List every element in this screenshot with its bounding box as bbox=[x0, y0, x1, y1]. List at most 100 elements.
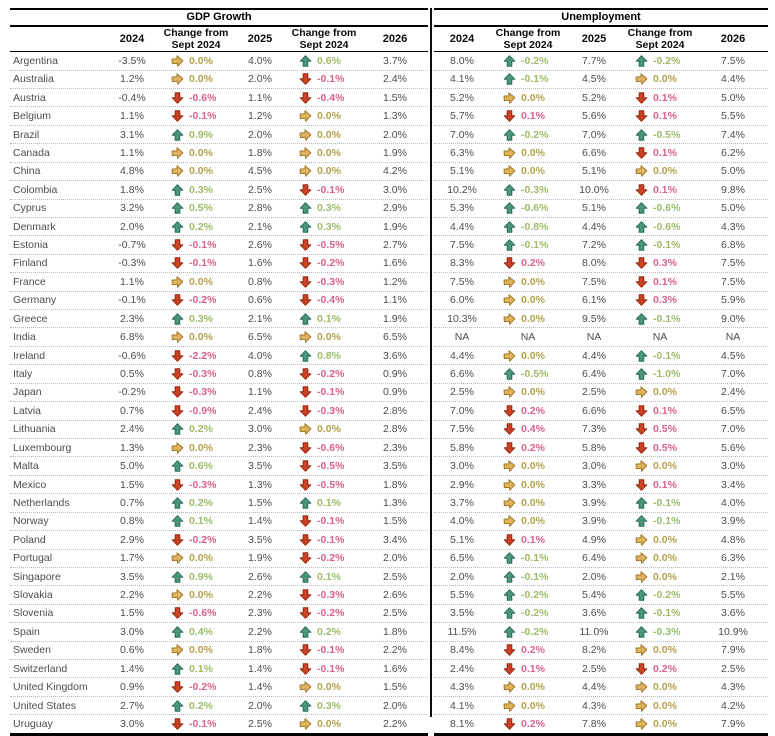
table-row: 4.3% 0.0% 4.4% 0.0% 4.3% bbox=[434, 677, 768, 695]
change-cell: -0.2% bbox=[286, 552, 362, 564]
right-arrow-icon bbox=[503, 515, 516, 528]
change-cell: 0.0% bbox=[490, 276, 566, 288]
change-cell: 0.0% bbox=[490, 515, 566, 527]
value-cell: 3.4% bbox=[721, 478, 745, 491]
up-arrow-icon bbox=[635, 239, 648, 251]
change-cell: 0.3% bbox=[158, 184, 234, 196]
value-cell: 5.0% bbox=[721, 91, 745, 104]
change-cell: 0.0% bbox=[158, 644, 234, 656]
down-arrow-icon bbox=[503, 110, 516, 122]
table-row: 6.6% -0.5% 6.4% -1.0% 7.0% bbox=[434, 364, 768, 382]
down-arrow-icon bbox=[171, 478, 184, 491]
right-arrow-icon bbox=[299, 147, 312, 159]
change-cell: -0.2% bbox=[490, 129, 566, 141]
change-cell: -0.9% bbox=[158, 405, 234, 417]
right-arrow-icon bbox=[635, 552, 648, 565]
up-arrow-icon bbox=[299, 699, 312, 712]
value-cell: 1.2% bbox=[248, 110, 272, 123]
value-cell: 4.5% bbox=[721, 349, 745, 362]
change-value: 0.6% bbox=[317, 54, 341, 67]
value-cell: 2.0% bbox=[450, 570, 474, 583]
value-cell: 1.8% bbox=[383, 478, 407, 491]
change-value: 0.0% bbox=[653, 681, 677, 694]
change-value: -0.5% bbox=[653, 128, 681, 141]
value-cell: 2.8% bbox=[383, 404, 407, 417]
table-row: 5.5% -0.2% 5.4% -0.2% 5.5% bbox=[434, 585, 768, 603]
country-label: Sweden bbox=[13, 644, 51, 657]
value-cell: 9.8% bbox=[721, 183, 745, 196]
column-header-change-1: Change from Sept 2024 bbox=[495, 27, 561, 52]
value-cell: 5.5% bbox=[721, 110, 745, 123]
country-label: Austria bbox=[13, 91, 46, 104]
change-value: 0.0% bbox=[521, 386, 545, 399]
down-arrow-icon bbox=[171, 91, 184, 104]
change-cell: 0.3% bbox=[286, 700, 362, 712]
change-cell: -0.3% bbox=[622, 626, 698, 638]
value-cell: 1.5% bbox=[383, 681, 407, 694]
value-cell: 2.2% bbox=[383, 644, 407, 657]
value-cell: 11.5% bbox=[447, 625, 477, 638]
change-value: 0.0% bbox=[317, 165, 341, 178]
change-value: -0.2% bbox=[521, 607, 549, 620]
up-arrow-icon bbox=[503, 183, 516, 196]
change-value: -0.1% bbox=[317, 183, 345, 196]
change-cell: 0.1% bbox=[286, 497, 362, 509]
right-arrow-icon bbox=[635, 460, 648, 472]
value-cell: 2.3% bbox=[248, 441, 272, 454]
up-arrow-icon bbox=[171, 570, 184, 583]
table-row: Uruguay 3.0% -0.1% 2.5% 0.0% 2.2% bbox=[10, 714, 428, 732]
value-cell: 2.5% bbox=[450, 386, 474, 399]
change-value: -0.2% bbox=[317, 257, 345, 270]
value-cell: 7.5% bbox=[450, 423, 474, 436]
table-row: Austria -0.4% -0.6% 1.1% -0.4% 1.5% bbox=[10, 87, 428, 106]
value-cell: 3.7% bbox=[450, 496, 474, 509]
value-cell: 8.1% bbox=[450, 718, 474, 731]
down-arrow-icon bbox=[635, 294, 648, 307]
value-cell: 4.1% bbox=[450, 699, 474, 712]
change-cell: 0.0% bbox=[622, 534, 698, 546]
value-cell: 3.5% bbox=[248, 533, 272, 546]
value-cell: 5.5% bbox=[721, 589, 745, 602]
value-cell: 7.0% bbox=[721, 423, 745, 436]
change-value: 0.1% bbox=[653, 91, 677, 104]
value-cell: 3.0% bbox=[721, 460, 745, 473]
table-row: France 1.1% 0.0% 0.8% -0.3% 1.2% bbox=[10, 272, 428, 290]
change-value: -0.2% bbox=[521, 625, 549, 638]
table-row: Portugal 1.7% 0.0% 1.9% -0.2% 2.0% bbox=[10, 548, 428, 567]
table-row: Greece 2.3% 0.3% 2.1% 0.1% 1.9% bbox=[10, 309, 428, 327]
value-cell: 1.9% bbox=[383, 146, 407, 159]
down-arrow-icon bbox=[299, 441, 312, 454]
change-value: 0.0% bbox=[653, 386, 677, 399]
down-arrow-icon bbox=[635, 147, 648, 159]
value-cell: 2.0% bbox=[248, 128, 272, 141]
change-cell: 0.0% bbox=[490, 165, 566, 177]
value-cell: 3.9% bbox=[721, 515, 745, 528]
value-cell: 1.2% bbox=[383, 275, 407, 288]
value-cell: 7.5% bbox=[721, 54, 745, 67]
value-cell: 1.5% bbox=[383, 91, 407, 104]
change-cell: -0.1% bbox=[158, 257, 234, 269]
value-cell: 1.8% bbox=[120, 183, 144, 196]
change-value: -0.1% bbox=[653, 515, 681, 528]
change-cell: 0.0% bbox=[158, 165, 234, 177]
change-cell: -0.1% bbox=[490, 73, 566, 85]
table-row: 7.0% 0.2% 6.6% 0.1% 6.5% bbox=[434, 401, 768, 419]
change-value: 0.1% bbox=[653, 183, 677, 196]
table-row: 5.7% 0.1% 5.6% 0.1% 5.5% bbox=[434, 106, 768, 124]
value-cell: 1.4% bbox=[120, 662, 144, 675]
value-cell: 7.9% bbox=[721, 644, 745, 657]
value-cell: 10.0% bbox=[579, 183, 609, 196]
value-cell: 1.5% bbox=[120, 478, 144, 491]
down-arrow-icon bbox=[503, 257, 516, 270]
change-value: -0.2% bbox=[521, 54, 549, 67]
change-cell: 0.0% bbox=[622, 681, 698, 693]
change-value: 0.2% bbox=[521, 718, 545, 731]
change-cell: -0.5% bbox=[622, 129, 698, 141]
value-cell: 5.1% bbox=[450, 533, 474, 546]
change-value: 0.2% bbox=[317, 625, 341, 638]
value-cell: 7.5% bbox=[450, 275, 474, 288]
change-value: 0.3% bbox=[317, 699, 341, 712]
value-cell: 5.9% bbox=[721, 294, 745, 307]
value-cell: 3.0% bbox=[120, 718, 144, 731]
table-row: 7.5% 0.0% 7.5% 0.1% 7.5% bbox=[434, 272, 768, 290]
